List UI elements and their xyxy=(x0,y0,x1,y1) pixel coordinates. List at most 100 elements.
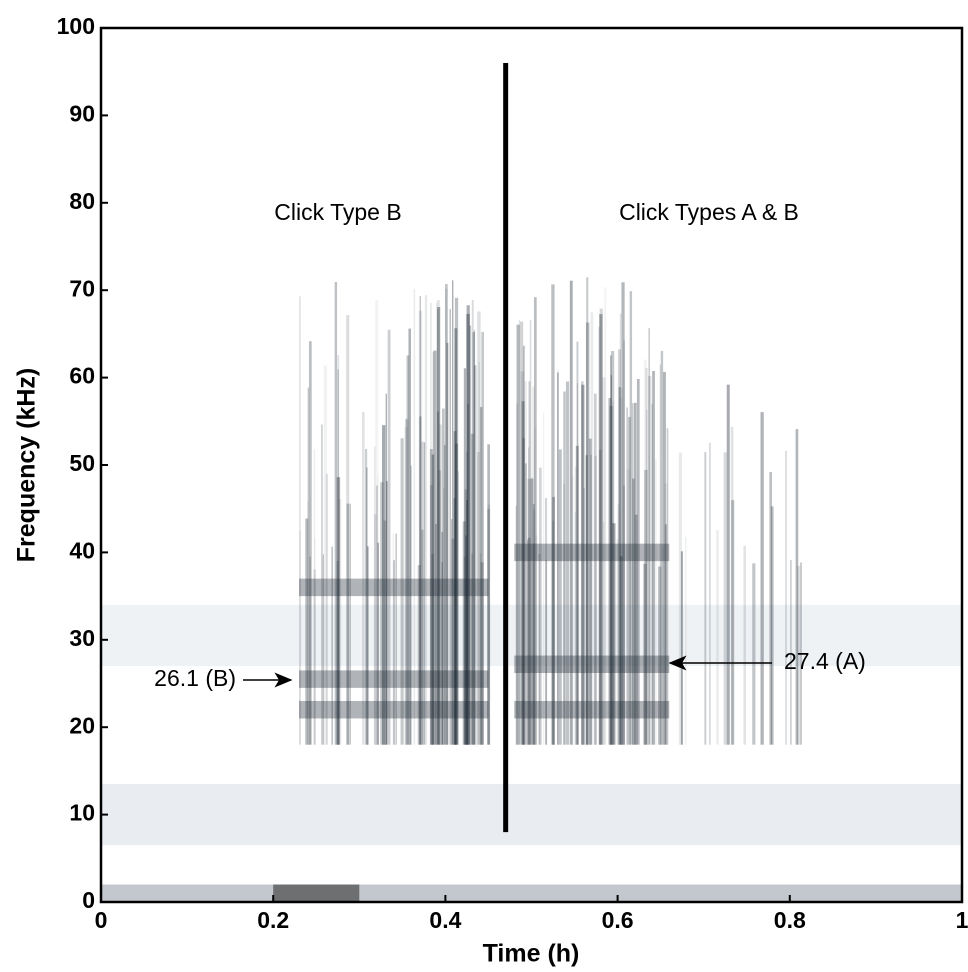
spectrogram-texture xyxy=(481,331,484,745)
spectrogram-texture xyxy=(438,470,442,745)
spectrogram-texture xyxy=(723,452,727,745)
spectrogram-texture xyxy=(393,560,395,745)
spectrogram-texture xyxy=(470,433,474,745)
y-tick-label: 90 xyxy=(69,100,95,126)
spectrogram-texture xyxy=(514,543,670,562)
spectrogram-texture xyxy=(466,451,468,745)
spectrogram-texture xyxy=(432,351,435,745)
spectrogram-texture xyxy=(374,446,376,745)
spectrogram-texture xyxy=(437,307,441,745)
spectrogram-texture xyxy=(574,511,576,745)
spectrogram-texture xyxy=(533,297,537,745)
spectrogram-texture xyxy=(552,496,555,745)
spectrogram-texture xyxy=(373,514,377,745)
spectrogram-texture xyxy=(599,449,602,745)
x-tick-label: 0 xyxy=(95,907,108,933)
spectrogram-texture xyxy=(273,884,360,902)
y-tick-label: 50 xyxy=(69,450,95,476)
spectrogram-texture xyxy=(477,311,481,745)
spectrogram-texture xyxy=(387,329,391,745)
annotation: Click Types A & B xyxy=(619,199,799,225)
plot-frame xyxy=(99,26,964,904)
spectrogram-texture xyxy=(442,408,445,745)
spectrogram-texture xyxy=(588,438,592,745)
spectrogram-texture xyxy=(716,530,719,745)
spectrogram-texture xyxy=(431,454,435,745)
spectrogram-texture xyxy=(471,553,474,745)
spectrogram-texture xyxy=(730,426,734,745)
annotation: 27.4 (A) xyxy=(784,648,866,674)
spectrogram-texture xyxy=(466,499,469,745)
spectrogram-texture xyxy=(539,467,542,745)
spectrogram-texture xyxy=(645,367,648,745)
spectrogram-texture xyxy=(643,563,647,745)
spectrogram-texture xyxy=(662,548,664,745)
spectrogram-texture xyxy=(299,700,489,719)
spectrogram-texture xyxy=(654,458,657,745)
spectrogram-texture xyxy=(576,383,579,745)
spectrogram-texture xyxy=(441,531,444,745)
spectrogram-texture xyxy=(522,345,525,745)
spectrogram-texture xyxy=(452,498,457,745)
spectrogram-texture xyxy=(643,359,647,745)
spectrogram-texture xyxy=(377,476,379,745)
spectrogram-texture xyxy=(636,378,640,745)
spectrogram-texture xyxy=(769,471,772,745)
spectrogram-texture xyxy=(446,342,449,745)
spectrogram-texture xyxy=(478,361,480,745)
spectrogram-texture xyxy=(452,280,454,745)
spectrogram-texture xyxy=(590,312,594,745)
spectrogram-texture xyxy=(307,500,309,745)
spectrogram-texture xyxy=(410,465,413,745)
spectrogram-texture xyxy=(623,340,626,745)
spectrogram-texture xyxy=(454,297,459,745)
spectrogram-texture xyxy=(392,533,394,745)
spectrogram-texture xyxy=(429,449,433,745)
spectrogram-texture xyxy=(346,315,350,745)
spectrogram-texture xyxy=(604,287,607,745)
spectrogram-texture xyxy=(431,553,434,745)
spectrogram-texture xyxy=(666,428,669,745)
spectrogram-texture xyxy=(652,370,655,745)
spectrogram-texture xyxy=(599,308,603,745)
spectrogram-texture xyxy=(610,355,612,745)
spectrogram-texture xyxy=(545,560,547,745)
spectrogram-texture xyxy=(743,545,746,745)
spectrogram-texture xyxy=(790,560,792,745)
spectrogram-texture xyxy=(364,448,368,745)
spectrogram-texture xyxy=(556,369,560,745)
spectrogram-texture xyxy=(628,416,631,745)
spectrogram-texture xyxy=(433,350,437,745)
spectrogram-texture xyxy=(663,371,666,745)
spectrogram-texture xyxy=(464,489,468,745)
x-axis-label: Time (h) xyxy=(483,940,580,968)
spectrogram-texture xyxy=(334,282,338,745)
spectrogram-texture xyxy=(417,565,421,745)
spectrogram-texture xyxy=(336,477,341,745)
y-axis-label: Frequency (kHz) xyxy=(13,368,41,562)
spectrogram-texture xyxy=(385,393,387,745)
spectrogram-texture xyxy=(514,655,670,674)
spectrogram-texture xyxy=(527,478,531,745)
spectrogram-texture xyxy=(473,365,477,745)
spectrogram-texture xyxy=(585,322,590,745)
spectrogram-texture xyxy=(626,407,628,745)
spectrogram-texture xyxy=(619,313,622,745)
spectrogram-texture xyxy=(336,561,339,745)
spectrogram-texture xyxy=(419,295,421,745)
spectrogram-texture xyxy=(565,381,570,745)
y-tick-label: 80 xyxy=(69,188,95,214)
x-tick-label: 1 xyxy=(956,907,968,933)
spectrogram-texture xyxy=(618,386,621,745)
spectrogram-texture xyxy=(633,402,637,745)
spectrogram-texture xyxy=(349,503,351,745)
spectrogram-texture xyxy=(430,303,432,745)
spectrogram-texture xyxy=(585,455,588,745)
x-tick-label: 0.2 xyxy=(257,907,289,933)
spectrogram-texture xyxy=(101,604,962,667)
spectrogram-texture xyxy=(473,329,476,745)
spectrogram-texture xyxy=(424,295,428,745)
spectrogram-texture xyxy=(616,539,619,745)
spectrogram-texture xyxy=(619,397,623,745)
